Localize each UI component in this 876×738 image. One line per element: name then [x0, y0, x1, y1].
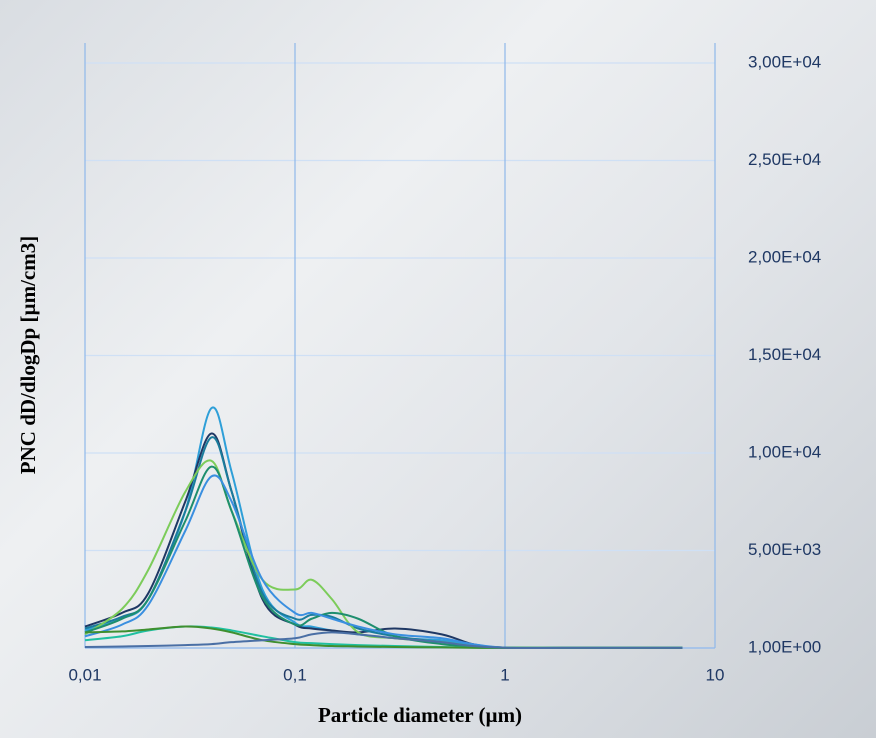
y-tick-label: 2,00E+04	[748, 247, 821, 266]
y-tick-label: 1,00E+04	[748, 442, 821, 461]
series-line	[85, 475, 682, 648]
x-tick-label: 0,1	[283, 665, 307, 684]
y-tick-label: 1,50E+04	[748, 345, 821, 364]
y-axis-title: PNC dD/dlogDp [µm/cm3]	[16, 236, 40, 474]
x-tick-label: 10	[706, 665, 725, 684]
y-tick-label: 5,00E+03	[748, 540, 821, 559]
y-tick-label: 3,00E+04	[748, 52, 821, 71]
series-line	[85, 467, 682, 648]
y-tick-label: 2,50E+04	[748, 150, 821, 169]
y-tick-label: 1,00E+00	[748, 637, 821, 656]
page: Particle diameter (µm) PNC dD/dlogDp [µm…	[0, 0, 876, 738]
x-tick-label: 0,01	[68, 665, 101, 684]
x-axis-title: Particle diameter (µm)	[318, 703, 522, 727]
chart: Particle diameter (µm) PNC dD/dlogDp [µm…	[0, 0, 876, 738]
x-tick-label: 1	[500, 665, 509, 684]
